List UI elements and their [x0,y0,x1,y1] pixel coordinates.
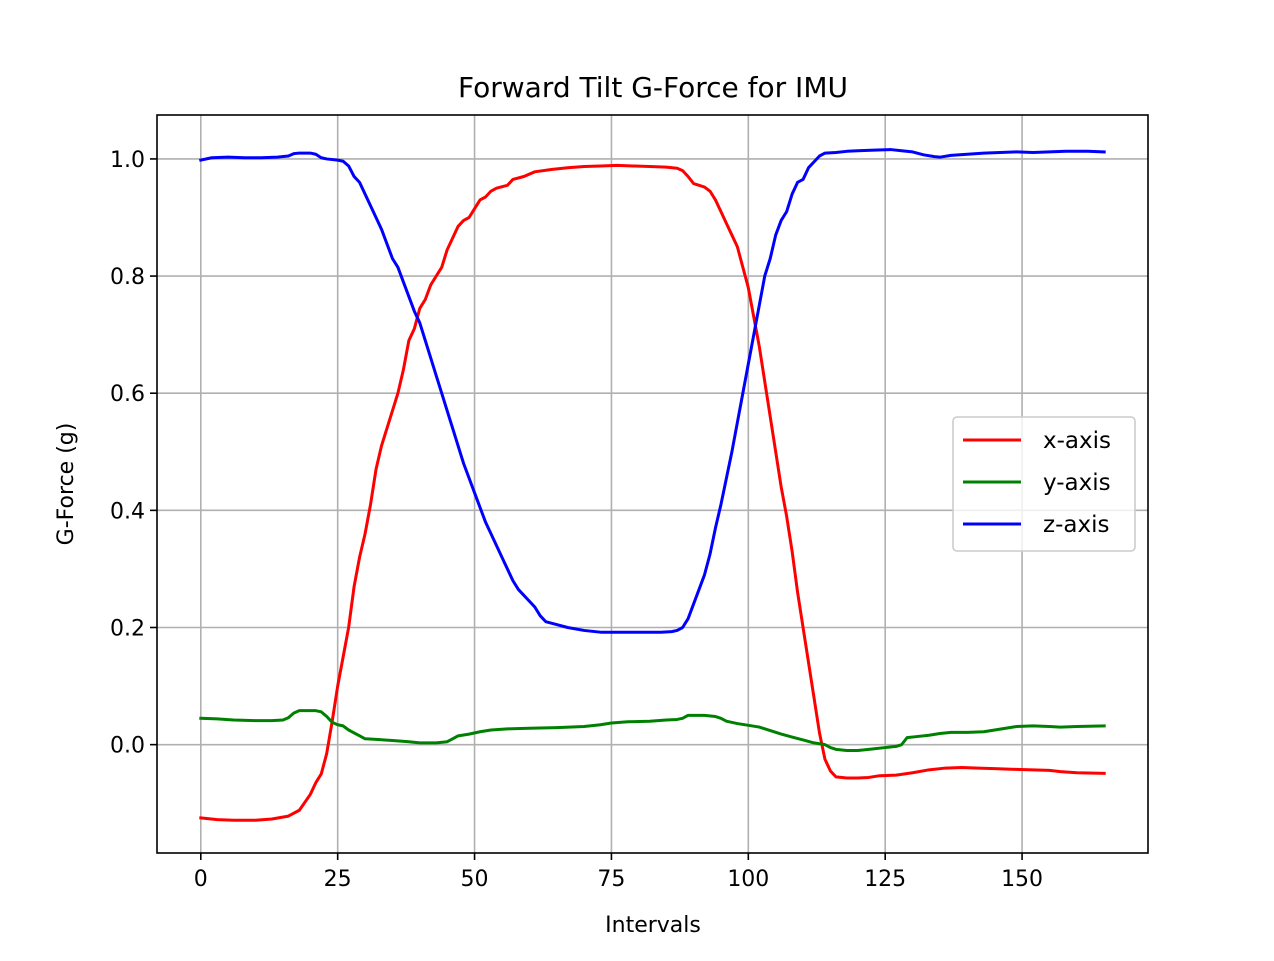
y-tick-label: 0.8 [110,265,145,290]
series-line-x-axis [199,163,1106,822]
y-axis-label: G-Force (g) [54,423,79,546]
x-tick-label: 50 [461,867,489,892]
x-tick-label: 25 [324,867,352,892]
legend-label: x-axis [1043,428,1111,454]
x-tick-label: 0 [194,867,208,892]
x-tick-label: 100 [727,867,769,892]
plot-frame [156,114,1149,854]
tick-layer: 0 25 50 75 100 125 150 0.0 0.2 0.4 0.6 0.8 1.0 [110,148,1043,892]
y-tick-label: 0.2 [110,617,145,642]
legend-label: z-axis [1043,512,1109,538]
y-tick-label: 1.0 [110,148,145,173]
series-line-z-axis [199,148,1106,634]
legend: x-axis y-axis z-axis [952,416,1136,552]
x-axis-label: Intervals [605,913,701,938]
y-tick-label: 0.0 [110,734,145,759]
x-tick-label: 75 [597,867,625,892]
series-layer [199,148,1106,822]
y-tick-label: 0.4 [110,499,145,524]
x-tick-label: 125 [864,867,906,892]
series-line-y-axis [199,709,1106,752]
chart-title: Forward Tilt G-Force for IMU [458,71,848,104]
legend-label: y-axis [1043,470,1111,496]
legend-box [952,416,1136,552]
x-tick-label: 150 [1001,867,1043,892]
y-tick-label: 0.6 [110,382,145,407]
